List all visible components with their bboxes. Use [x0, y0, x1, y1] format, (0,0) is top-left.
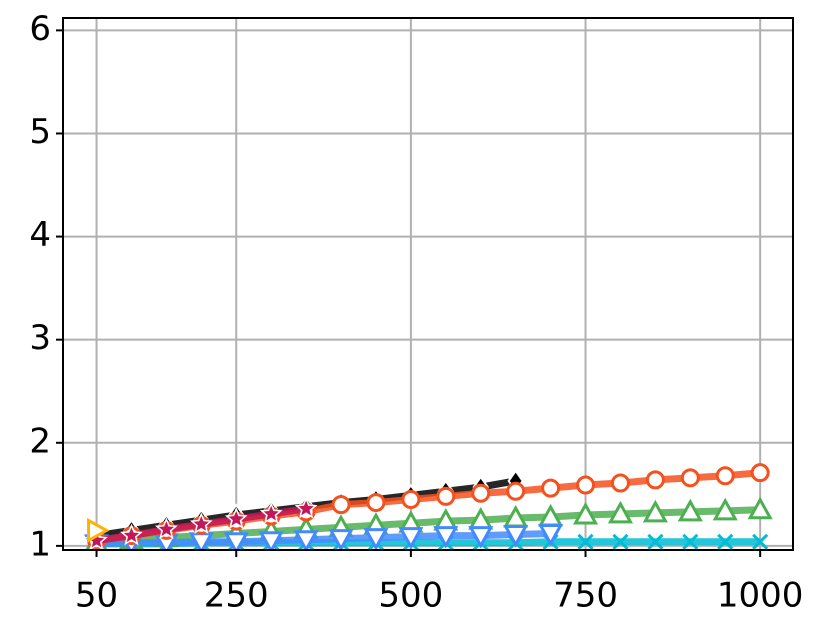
- marker: [258, 531, 284, 550]
- marker: [223, 532, 249, 550]
- marker: [677, 498, 703, 522]
- marker: [120, 523, 143, 546]
- marker: [87, 517, 110, 543]
- marker: [155, 517, 178, 540]
- x-tick-label: 750: [553, 576, 618, 616]
- marker: [647, 533, 664, 550]
- marker: [642, 499, 668, 523]
- marker: [259, 501, 283, 524]
- y-tick-label: 4: [29, 215, 51, 255]
- axes-frame: [62, 17, 794, 551]
- marker: [610, 473, 630, 493]
- marker: [366, 493, 386, 513]
- marker: [436, 486, 456, 506]
- marker: [612, 533, 629, 550]
- marker: [398, 527, 424, 550]
- y-tick-label: 2: [29, 421, 51, 461]
- marker: [471, 483, 491, 503]
- marker: [680, 468, 700, 488]
- x-tick-label: 50: [75, 576, 118, 616]
- marker: [576, 475, 596, 495]
- marker: [752, 533, 769, 550]
- y-tick-label: 3: [29, 318, 51, 358]
- y-tick-label: 1: [29, 524, 51, 564]
- marker: [293, 530, 319, 550]
- marker: [503, 525, 529, 548]
- marker: [645, 470, 665, 490]
- marker: [433, 526, 459, 549]
- marker: [712, 497, 738, 521]
- marker: [224, 507, 248, 529]
- marker: [331, 495, 351, 515]
- marker: [717, 533, 734, 550]
- y-tick-label: 6: [29, 9, 51, 49]
- marker: [750, 463, 770, 483]
- marker: [538, 524, 564, 547]
- marker: [328, 529, 354, 550]
- plot-area: [83, 463, 773, 550]
- marker: [468, 526, 494, 549]
- y-tick-label: 5: [29, 112, 51, 152]
- marker: [189, 512, 213, 534]
- x-tick-label: 250: [204, 576, 269, 616]
- marker: [607, 500, 634, 524]
- marker: [747, 496, 773, 520]
- marker: [682, 533, 699, 550]
- marker: [715, 466, 735, 486]
- x-tick-label: 1000: [717, 576, 804, 616]
- marker: [363, 528, 389, 550]
- x-tick-label: 500: [378, 576, 443, 616]
- marker: [572, 501, 599, 525]
- marker: [401, 489, 421, 509]
- marker: [294, 496, 318, 519]
- marker: [541, 478, 561, 498]
- marker: [506, 481, 526, 501]
- marker: [577, 533, 594, 550]
